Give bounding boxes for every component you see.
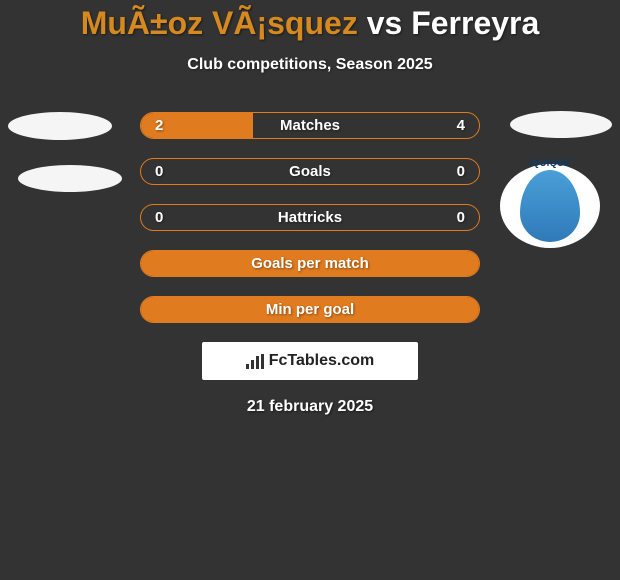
club-logo-shield xyxy=(520,170,580,242)
stat-label: Goals per match xyxy=(141,251,479,276)
content-area: IQUIQUE 2Matches40Goals00Hattricks0Goals… xyxy=(0,112,620,416)
page-title: MuÃ±oz VÃ¡squez vs Ferreyra xyxy=(0,5,620,42)
stat-bar: 2Matches4 xyxy=(140,112,480,139)
subtitle: Club competitions, Season 2025 xyxy=(0,56,620,74)
player2-badge-placeholder-1 xyxy=(510,111,612,138)
player2-name: Ferreyra xyxy=(411,5,539,41)
stat-value-right: 0 xyxy=(457,205,465,230)
stat-bar: 0Goals0 xyxy=(140,158,480,185)
stat-bar: 0Hattricks0 xyxy=(140,204,480,231)
stat-bar: Min per goal xyxy=(140,296,480,323)
bar-chart-icon xyxy=(246,354,264,369)
stat-label: Matches xyxy=(141,113,479,138)
date: 21 february 2025 xyxy=(0,398,620,416)
attribution-logo: FcTables.com xyxy=(246,352,375,370)
attribution-box[interactable]: FcTables.com xyxy=(202,342,418,380)
player1-name: MuÃ±oz VÃ¡squez xyxy=(81,5,358,41)
stat-label: Hattricks xyxy=(141,205,479,230)
vs-separator: vs xyxy=(358,5,411,41)
stat-label: Goals xyxy=(141,159,479,184)
stat-value-right: 4 xyxy=(457,113,465,138)
player1-badge-placeholder-2 xyxy=(18,165,122,192)
attribution-text: FcTables.com xyxy=(269,352,375,370)
stat-bar: Goals per match xyxy=(140,250,480,277)
player2-club-logo: IQUIQUE xyxy=(500,164,600,248)
comparison-bars: 2Matches40Goals00Hattricks0Goals per mat… xyxy=(140,112,480,323)
stat-value-right: 0 xyxy=(457,159,465,184)
player1-badge-placeholder-1 xyxy=(8,112,112,140)
stat-label: Min per goal xyxy=(141,297,479,322)
club-logo-circle: IQUIQUE xyxy=(500,164,600,248)
comparison-widget: MuÃ±oz VÃ¡squez vs Ferreyra Club competi… xyxy=(0,0,620,416)
club-logo-text: IQUIQUE xyxy=(529,158,571,168)
